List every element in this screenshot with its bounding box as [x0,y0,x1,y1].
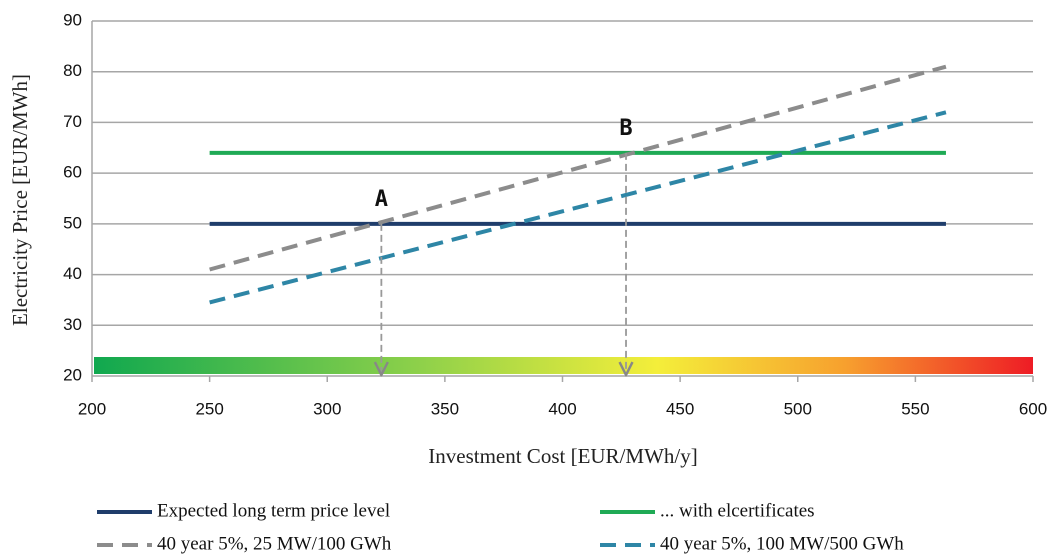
x-tick-label: 250 [195,399,223,418]
x-tick-label: 500 [784,399,812,418]
x-axis-title: Investment Cost [EUR/MWh/y] [428,444,697,468]
legend-label: 40 year 5%, 100 MW/500 GWh [660,533,904,554]
legend-label: ... with elcertificates [660,500,815,521]
x-tick-label: 450 [666,399,694,418]
y-tick-label: 70 [63,112,82,131]
annotation-label: B [619,116,632,141]
y-tick-label: 90 [63,10,82,29]
y-tick-label: 30 [63,315,82,334]
y-tick-label: 60 [63,163,82,182]
y-tick-label: 40 [63,264,82,283]
x-tick-label: 350 [431,399,459,418]
y-tick-label: 80 [63,61,82,80]
series-line [209,64,947,272]
x-tick-label: 400 [548,399,576,418]
legend-label: 40 year 5%, 25 MW/100 GWh [157,533,392,554]
x-tick-label: 550 [901,399,929,418]
legend-label: Expected long term price level [157,500,390,521]
series-line [209,110,947,305]
x-tick-label: 300 [313,399,341,418]
y-axis-title: Electricity Price [EUR/MWh] [8,74,32,326]
x-tick-label: 200 [78,399,106,418]
annotation-label: A [375,187,388,212]
color-scale [94,357,1033,374]
x-tick-label: 600 [1019,399,1047,418]
y-tick-label: 20 [63,365,82,384]
y-tick-label: 50 [63,213,82,232]
